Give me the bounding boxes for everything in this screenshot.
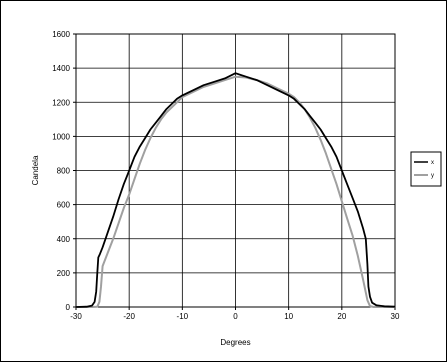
plot-area: -30 -20 -10 0 10 20 30 0 200 400 600 800 1000 1200 140… [31, 30, 400, 347]
legend-label-x: x [431, 160, 434, 166]
y-axis-title: Candela [31, 155, 40, 185]
y-tick-label-0: 0 [66, 303, 71, 312]
y-tick-label-3: 600 [57, 201, 71, 210]
y-tick-label-6: 1200 [52, 98, 70, 107]
x-tick-label-4: 10 [284, 312, 293, 321]
legend: xy [410, 151, 442, 187]
y-tick-label-8: 1600 [52, 30, 70, 39]
y-tick-label-1: 200 [57, 269, 71, 278]
x-tick-label-0: -30 [70, 312, 82, 321]
legend-label-y: y [431, 173, 434, 179]
x-tick-label-1: -20 [123, 312, 135, 321]
series-line-x [75, 72, 396, 308]
x-axis-title: Degrees [220, 338, 250, 347]
y-tick-label-5: 1000 [52, 132, 70, 141]
x-tick-label-3: 0 [233, 312, 238, 321]
x-tick-label-6: 30 [391, 312, 400, 321]
legend-box [410, 151, 442, 187]
x-tick-label-2: -10 [177, 312, 189, 321]
x-tick-label-5: 20 [337, 312, 346, 321]
y-tick-label-2: 400 [57, 235, 71, 244]
y-tick-label-4: 800 [57, 167, 71, 176]
y-tick-label-7: 1400 [52, 64, 70, 73]
series-line-y [76, 75, 395, 308]
